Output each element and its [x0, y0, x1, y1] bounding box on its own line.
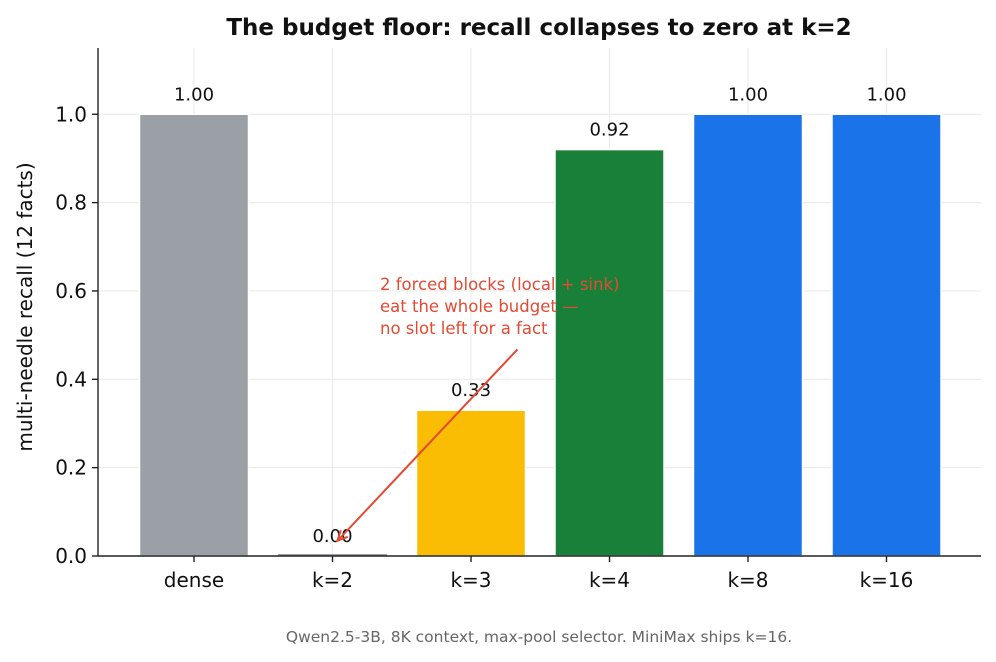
value-labels: 1.00 0.00 0.33 0.92 1.00 1.00 [174, 84, 907, 547]
x-tick-label: k=8 [727, 568, 768, 592]
annotation-text-line: no slot left for a fact [380, 319, 548, 338]
chart-title: The budget floor: recall collapses to ze… [226, 15, 851, 41]
y-tick-label: 1.0 [55, 102, 87, 126]
x-tick-label: dense [164, 568, 224, 592]
annotation: 2 forced blocks (local + sink) eat the wh… [335, 275, 619, 543]
value-label: 1.00 [866, 84, 906, 105]
bar-k4 [554, 148, 665, 557]
bars [138, 113, 942, 557]
annotation-text-line: 2 forced blocks (local + sink) [380, 275, 619, 294]
annotation-arrow-head [335, 529, 349, 543]
x-tick-label: k=3 [450, 568, 491, 592]
y-tick-label: 0.8 [55, 191, 87, 215]
value-label: 0.33 [451, 380, 491, 401]
bar-k3 [415, 409, 527, 557]
value-label: 0.92 [589, 120, 629, 141]
value-label: 1.00 [174, 84, 214, 105]
y-ticks: 0.0 0.2 0.4 0.6 0.8 1.0 [55, 102, 98, 568]
chart-caption: Qwen2.5-3B, 8K context, max-pool selecto… [286, 628, 792, 646]
value-label: 1.00 [728, 84, 768, 105]
y-tick-label: 0.6 [55, 279, 87, 303]
x-tick-label: k=2 [312, 568, 353, 592]
y-axis-label: multi-needle recall (12 facts) [13, 162, 37, 451]
bar-dense [138, 113, 250, 557]
x-ticks: dense k=2 k=3 k=4 k=8 k=16 [164, 556, 914, 592]
annotation-arrow-shaft [336, 348, 519, 542]
y-tick-label: 0.0 [55, 544, 87, 568]
y-tick-label: 0.4 [55, 367, 87, 391]
bar-k8 [692, 113, 804, 557]
x-tick-label: k=4 [589, 568, 630, 592]
bar-k16 [831, 113, 942, 557]
x-tick-label: k=16 [860, 568, 914, 592]
annotation-text-line: eat the whole budget — [380, 297, 579, 316]
value-label: 0.00 [312, 526, 352, 547]
y-tick-label: 0.2 [55, 456, 87, 480]
